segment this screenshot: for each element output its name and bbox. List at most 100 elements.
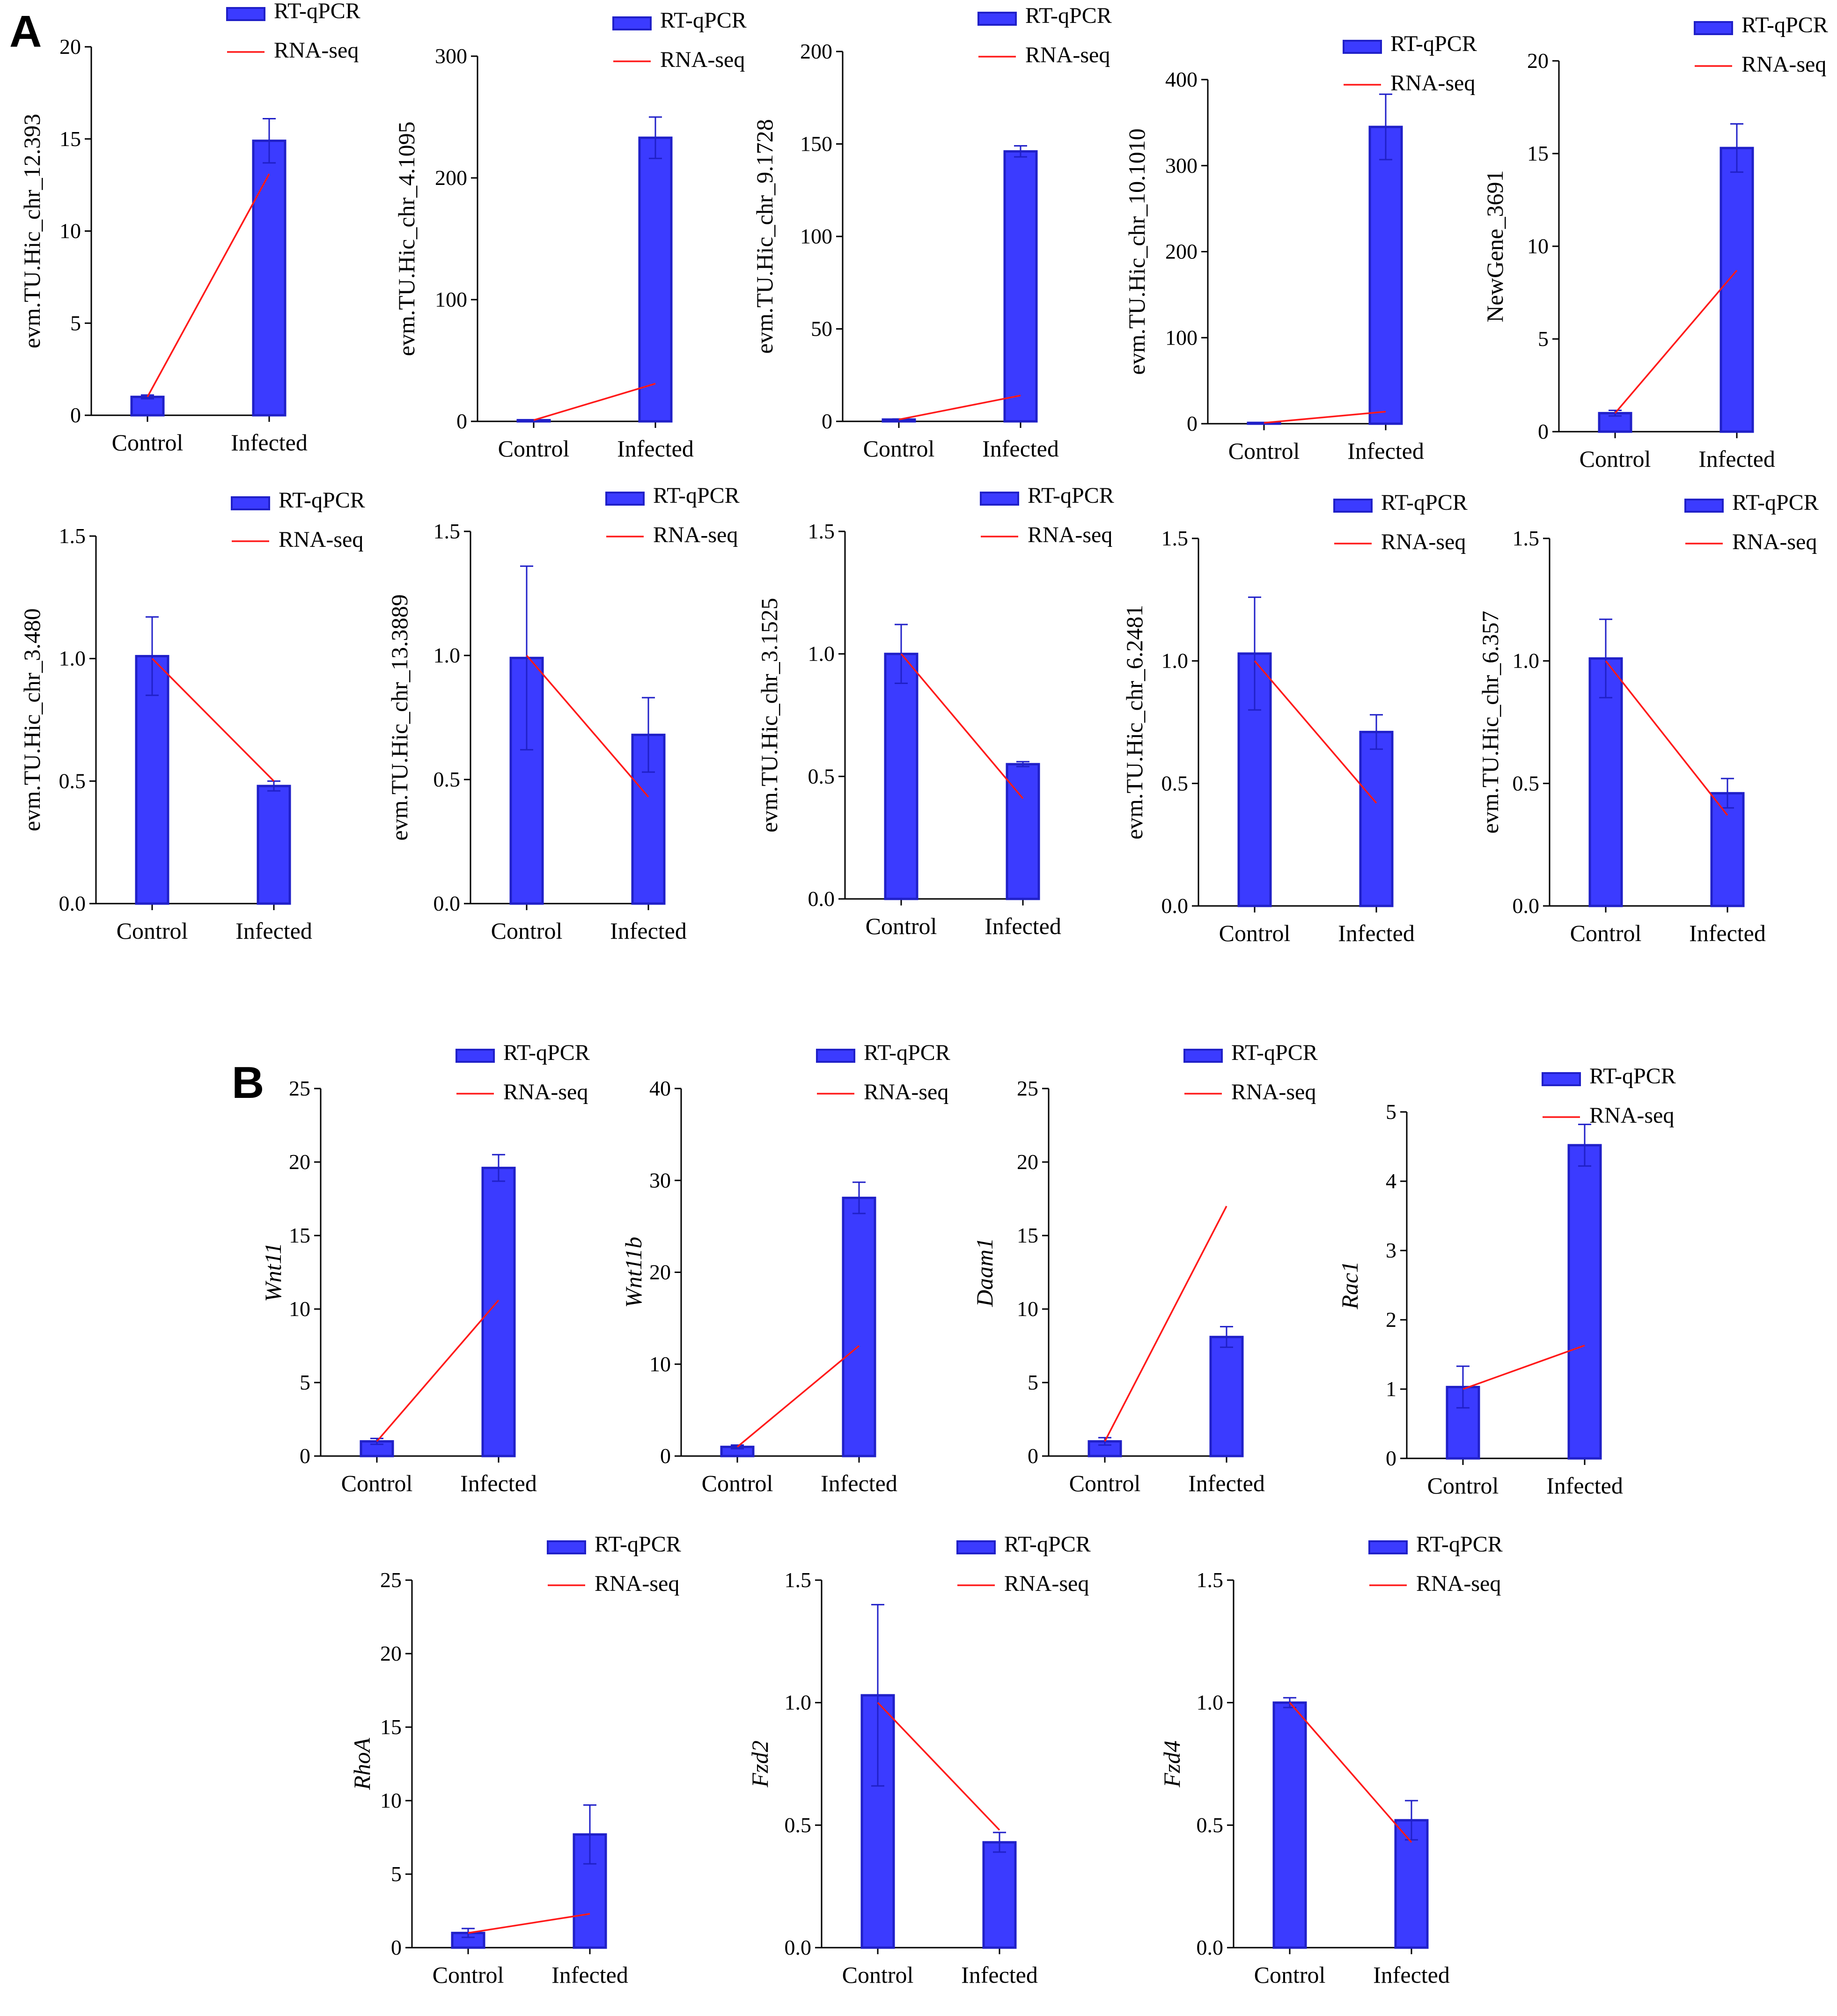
y-tick-label: 1.5	[1513, 526, 1540, 550]
bar-infected	[1719, 147, 1754, 433]
y-tick-label: 200	[800, 39, 832, 63]
y-tick-label: 200	[1165, 240, 1198, 264]
chart-5: 0 5 10 15 20 NewGene_3691 Control Infected RT-qP…	[1482, 13, 1828, 472]
rnaseq-line	[1605, 660, 1728, 816]
y-tick-label: 0	[1538, 419, 1549, 443]
legend-line-label: RNA-seq	[274, 38, 359, 63]
legend-bar-swatch	[547, 1540, 586, 1554]
legend-bar-swatch	[816, 1049, 855, 1063]
bar-infected	[1368, 125, 1403, 425]
x-tick-label: Infected	[235, 918, 312, 944]
rnaseq-line	[736, 1345, 860, 1448]
y-tick-label: 40	[649, 1076, 671, 1100]
chart-1: 0 5 10 15 20 evm.TU.Hic_chr_12.393 Control Infe…	[19, 0, 360, 456]
legend-line-label: RNA-seq	[1025, 43, 1110, 67]
legend-line-label: RNA-seq	[1381, 530, 1466, 554]
y-tick-label: 15	[59, 127, 81, 151]
x-tick-label: Infected	[1188, 1470, 1265, 1496]
y-axis-label: Wnt11	[260, 1243, 286, 1302]
y-tick-label: 1.0	[1513, 649, 1540, 673]
rnaseq-line	[533, 383, 656, 421]
x-tick-label: Control	[112, 429, 184, 456]
y-axis-label: evm.TU.Hic_chr_3.480	[19, 608, 45, 831]
y-tick-label: 1.5	[1197, 1568, 1224, 1592]
y-tick-label: 0.0	[59, 891, 86, 915]
x-tick-label: Control	[117, 918, 188, 944]
x-tick-label: Control	[702, 1470, 773, 1496]
legend-bar-swatch	[977, 12, 1017, 26]
y-tick-label: 4	[1386, 1169, 1396, 1193]
legend-line-label: RNA-seq	[864, 1080, 948, 1104]
chart-2: 0 100 200 300 evm.TU.Hic_chr_4.1095 Control In…	[393, 8, 747, 462]
legend-bar-swatch	[226, 7, 265, 21]
legend-bar-swatch	[1542, 1072, 1581, 1086]
y-tick-label: 25	[289, 1076, 310, 1100]
y-axis-label: evm.TU.Hic_chr_4.1095	[393, 121, 419, 356]
chart-6: 0.0 0.5 1.0 1.5 evm.TU.Hic_chr_3.480 Control I…	[19, 488, 365, 944]
y-tick-label: 2	[1386, 1308, 1396, 1332]
rnaseq-line	[1104, 1206, 1227, 1442]
legend-bar-swatch	[1183, 1049, 1223, 1063]
legend-line-label: RNA-seq	[1416, 1571, 1501, 1596]
bar-control	[884, 653, 918, 900]
rnaseq-line	[376, 1300, 500, 1442]
legend-bar-label: RT-qPCR	[1004, 1532, 1091, 1557]
y-tick-label: 5	[1028, 1370, 1038, 1394]
legend-bar-label: RT-qPCR	[1589, 1064, 1676, 1089]
y-axis-label: evm.TU.Hic_chr_12.393	[19, 114, 45, 348]
y-tick-label: 20	[1017, 1150, 1038, 1174]
y-tick-label: 0	[300, 1444, 310, 1468]
y-tick-label: 15	[380, 1715, 402, 1739]
y-tick-label: 0.0	[1513, 894, 1540, 918]
y-tick-label: 10	[59, 219, 81, 243]
panel-label-a: A	[9, 7, 42, 57]
bar-infected	[1209, 1336, 1244, 1457]
y-axis-label: Fzd4	[1159, 1741, 1185, 1788]
legend-bar-label: RT-qPCR	[274, 0, 360, 23]
y-tick-label: 5	[391, 1862, 402, 1886]
chart-13: 0 5 10 15 20 25 Daam1 Control Infected RT-qPCR RNA…	[971, 1040, 1318, 1496]
y-tick-label: 3	[1386, 1238, 1396, 1262]
chart-8: 0.0 0.5 1.0 1.5 evm.TU.Hic_chr_3.1525 Control…	[756, 483, 1114, 939]
y-axis-label: RhoA	[349, 1738, 375, 1791]
y-tick-label: 100	[800, 224, 832, 248]
rnaseq-line	[1614, 270, 1738, 414]
legend-bar-swatch	[1694, 21, 1733, 35]
y-tick-label: 15	[289, 1223, 310, 1247]
legend-bar-swatch	[980, 492, 1019, 506]
chart-17: 0.0 0.5 1.0 1.5 Fzd4 Control Infected RT-qPCR RN…	[1159, 1532, 1503, 1988]
legend-bar-label: RT-qPCR	[279, 488, 365, 513]
bar-infected	[1567, 1144, 1602, 1460]
legend-bar-swatch	[1684, 499, 1724, 513]
legend-line-label: RNA-seq	[653, 522, 738, 547]
legend-bar-label: RT-qPCR	[1390, 31, 1477, 56]
x-tick-label: Control	[866, 913, 937, 939]
y-axis-label: evm.TU.Hic_chr_6.2481	[1121, 605, 1147, 839]
legend-bar-label: RT-qPCR	[660, 8, 747, 33]
y-tick-label: 0	[822, 409, 832, 433]
rnaseq-line	[147, 173, 270, 397]
y-tick-label: 0	[1386, 1446, 1396, 1470]
y-tick-label: 0.0	[434, 891, 461, 915]
rnaseq-line	[877, 1702, 1000, 1831]
bar-infected	[1359, 730, 1394, 907]
y-axis-label: evm.TU.Hic_chr_9.1728	[751, 119, 778, 353]
legend-bar-label: RT-qPCR	[1028, 483, 1114, 508]
bar-infected	[252, 140, 287, 417]
legend-bar-label: RT-qPCR	[503, 1040, 590, 1065]
legend-bar-label: RT-qPCR	[1732, 490, 1819, 515]
legend-line-label: RNA-seq	[1589, 1103, 1674, 1128]
x-tick-label: Infected	[1347, 438, 1424, 464]
y-tick-label: 10	[289, 1297, 310, 1321]
y-tick-label: 0.0	[1197, 1935, 1224, 1959]
bar-infected	[1710, 792, 1745, 907]
x-tick-label: Control	[1219, 920, 1291, 946]
panel-label-b: B	[232, 1058, 264, 1108]
y-tick-label: 20	[1527, 49, 1549, 73]
x-tick-label: Control	[1069, 1470, 1141, 1496]
bar-control	[1588, 657, 1623, 907]
chart-3: 0 50 100 150 200 evm.TU.Hic_chr_9.1728 Control…	[751, 3, 1112, 462]
y-tick-label: 0	[456, 409, 467, 433]
y-tick-label: 0.5	[434, 767, 461, 791]
y-tick-label: 0.5	[785, 1813, 812, 1837]
